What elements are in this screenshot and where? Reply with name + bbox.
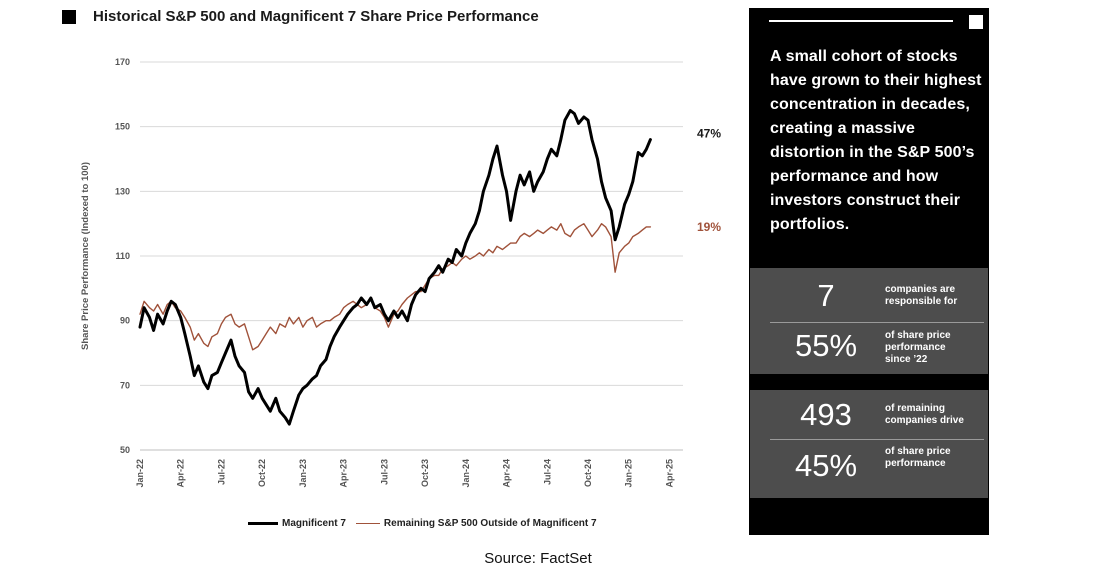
stat-desc-remaining: of remaining companies drive: [885, 403, 964, 427]
legend-swatch-magnificent-7: [248, 522, 278, 525]
y-tick-label: 150: [115, 122, 130, 132]
stat-divider: [770, 439, 984, 440]
stat-value-7: 7: [817, 278, 835, 313]
source-note: Source: FactSet: [0, 550, 1100, 567]
legend-swatch-remaining-sp500: [355, 522, 380, 525]
stat-value-45: 45%: [794, 448, 858, 483]
x-tick-label: Apr-25: [664, 459, 674, 488]
stat-box-bottom: 493 of remaining companies drive 45% of …: [750, 390, 988, 498]
stat-desc-line: of share price: [885, 446, 951, 457]
stat-desc-share-55: of share price performance since ’22: [885, 330, 951, 366]
panel-rule: [769, 20, 953, 22]
stat-value-493: 493: [800, 397, 852, 432]
stat-desc-line: performance: [885, 342, 946, 353]
y-tick-label: 70: [120, 380, 130, 390]
x-tick-label: Oct-24: [583, 459, 593, 487]
y-tick-label: 130: [115, 186, 130, 196]
stat-divider: [770, 322, 984, 323]
y-tick-label: 50: [120, 445, 130, 455]
end-label-remaining-sp500: 19%: [697, 220, 721, 234]
y-tick-label: 170: [115, 57, 130, 67]
line-chart: 50 70 90 110 130 150 170 Jan-22 Apr-22 Jul-22 Oct-…: [80, 57, 721, 488]
y-tick-label: 110: [115, 251, 130, 261]
x-tick-label: Apr-22: [176, 459, 186, 488]
stat-desc-line: of remaining: [885, 403, 946, 414]
stat-desc-companies: companies are responsible for: [885, 284, 957, 308]
x-tick-label: Jan-25: [624, 459, 634, 488]
stat-desc-line: of share price: [885, 330, 951, 341]
panel-square-icon: [969, 15, 983, 29]
x-tick-label: Jan-24: [461, 459, 471, 488]
source-text: Source: FactSet: [484, 550, 592, 567]
legend-label-remaining-sp500: Remaining S&P 500 Outside of Magnificent…: [383, 518, 597, 529]
x-tick-label: Jul-23: [379, 459, 389, 485]
chart-legend: Magnificent 7 Remaining S&P 500 Outside …: [248, 518, 597, 529]
stat-box-top: 7 companies are responsible for 55% of s…: [750, 268, 988, 374]
chart-title-wrap: Historical S&P 500 and Magnificent 7 Sha…: [62, 8, 539, 25]
y-axis-label: Share Price Performance (Indexed to 100): [80, 162, 91, 350]
series-line-magnificent-7: [138, 109, 652, 426]
x-tick-label: Jul-22: [216, 459, 226, 485]
x-tick-label: Oct-23: [420, 459, 430, 487]
stat-value-55: 55%: [794, 328, 858, 363]
x-tick-label: Apr-23: [339, 459, 349, 488]
callout-panel: A small cohort of stocks have grown to t…: [749, 8, 989, 535]
stat-desc-line: since ’22: [885, 354, 928, 365]
stat-desc-line: companies are: [885, 284, 956, 295]
panel-headline: A small cohort of stocks have grown to t…: [770, 48, 982, 233]
x-tick-label: Jan-22: [135, 459, 145, 488]
series-line-remaining-sp500: [139, 223, 652, 351]
x-tick-label: Oct-22: [257, 459, 267, 487]
x-tick-label: Jul-24: [542, 459, 552, 485]
end-label-magnificent-7: 47%: [697, 127, 721, 141]
x-tick-label: Jan-23: [298, 459, 308, 488]
legend-label-magnificent-7: Magnificent 7: [282, 518, 346, 529]
stat-desc-line: performance: [885, 458, 946, 469]
stat-desc-share-45: of share price performance: [885, 446, 951, 470]
stat-desc-line: responsible for: [885, 296, 958, 307]
stat-desc-line: companies drive: [885, 415, 964, 426]
chart-title: Historical S&P 500 and Magnificent 7 Sha…: [93, 8, 539, 25]
x-tick-label: Apr-24: [502, 459, 512, 488]
y-tick-label: 90: [120, 316, 130, 326]
title-square-icon: [62, 9, 76, 24]
